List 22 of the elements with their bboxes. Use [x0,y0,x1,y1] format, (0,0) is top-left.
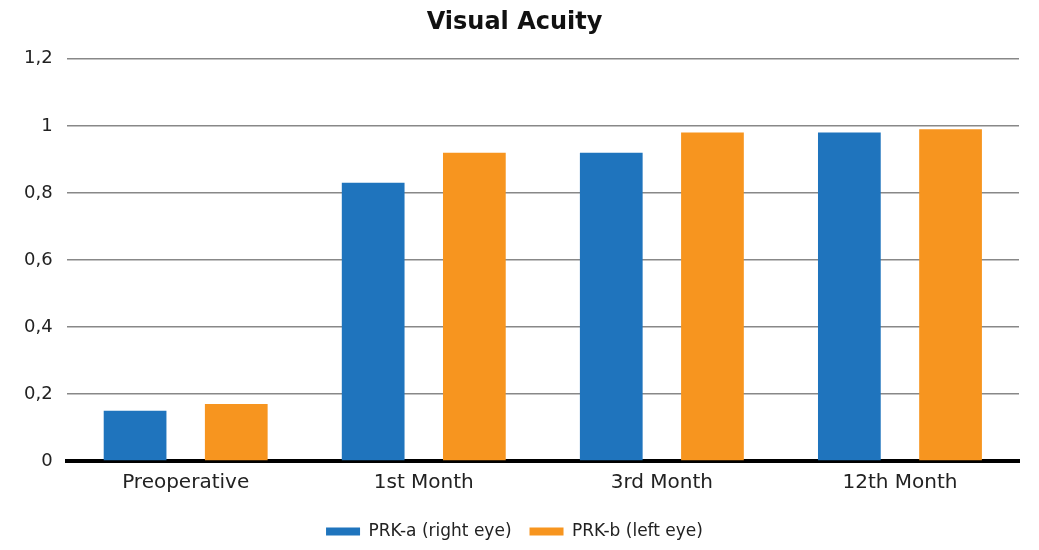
bar [579,152,643,461]
bar [681,132,744,461]
y-tick-label: 0,4 [23,314,53,336]
bar [204,404,268,461]
legend-label: PRK-b (left eye) [572,519,703,540]
bar [442,152,506,461]
legend-label: PRK-a (right eye) [368,519,512,540]
x-tick-label: 1st Month [373,469,474,494]
y-tick-label: 1,2 [23,46,53,68]
chart-title: Visual Acuity [426,6,603,35]
y-tick-label: 1 [41,113,53,135]
y-tick-label: 0,8 [23,180,53,202]
y-tick-label: 0,6 [23,247,53,269]
x-tick-label: 3rd Month [610,469,714,494]
bar [103,410,167,461]
x-tick-label: Preoperative [122,469,250,494]
bar [817,132,881,461]
bar [919,129,982,461]
y-tick-label: 0,2 [23,381,53,403]
x-tick-label: 12th Month [842,469,958,494]
bar [341,182,405,461]
y-tick-label: 0 [41,448,53,470]
